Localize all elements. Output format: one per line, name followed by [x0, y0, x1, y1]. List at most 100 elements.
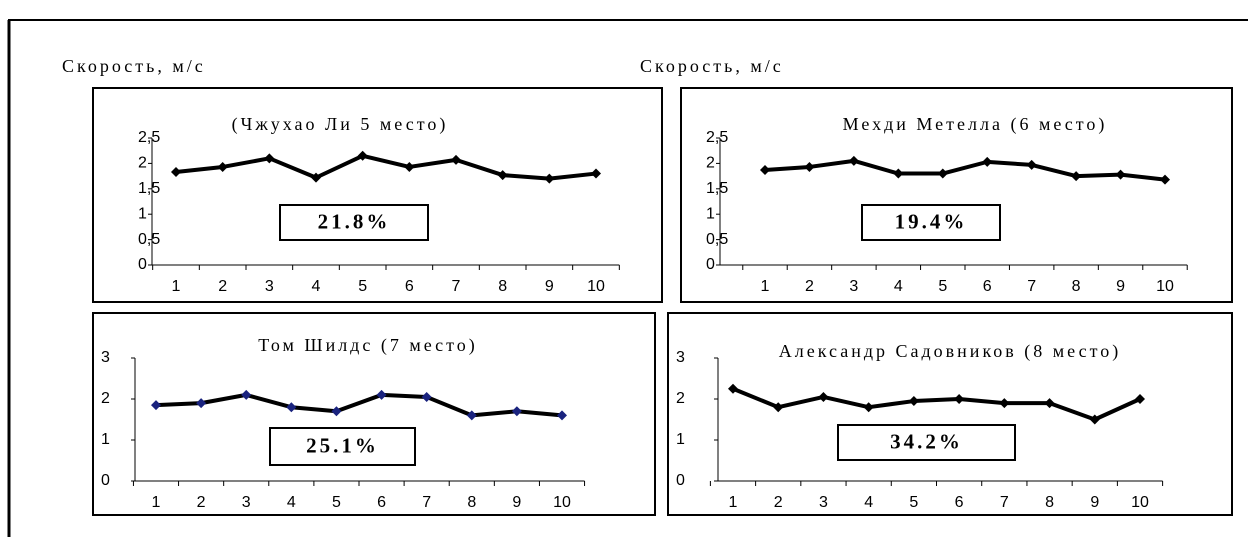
y-tick-label: 0	[101, 472, 110, 489]
x-tick-label: 8	[498, 278, 507, 295]
y-tick-label: 0	[706, 256, 715, 273]
y-tick-label: 1	[101, 431, 110, 448]
point	[908, 396, 919, 407]
annotation: 21.8%	[318, 209, 391, 233]
point	[286, 402, 297, 413]
point	[954, 394, 965, 404]
point	[863, 402, 874, 413]
point	[421, 391, 432, 402]
annotation: 25.1%	[306, 433, 379, 457]
point	[1026, 159, 1037, 170]
point	[937, 168, 948, 179]
x-tick-label: 7	[422, 494, 431, 511]
x-tick-label: 10	[1156, 278, 1174, 295]
y-tick-label: 2	[138, 155, 147, 172]
x-tick-label: 1	[172, 278, 181, 295]
series-line	[155, 392, 563, 418]
x-tick-label: 8	[1045, 494, 1054, 511]
y-tick-label: 0	[138, 256, 147, 273]
point	[451, 154, 461, 165]
point	[591, 168, 601, 179]
x-tick-label: 1	[761, 278, 770, 295]
point	[241, 389, 252, 400]
chart-frame	[680, 87, 1233, 303]
x-tick-label: 9	[1090, 494, 1099, 511]
y-tick-label: 1	[138, 205, 147, 222]
y-tick-label: 2	[706, 155, 715, 172]
x-tick-label: 3	[849, 278, 858, 295]
annotation-box	[861, 204, 1001, 241]
x-tick-label: 9	[1116, 278, 1125, 295]
y-tick-label: 1	[676, 431, 685, 448]
x-tick-label: 6	[955, 494, 964, 511]
x-tick-label: 8	[467, 494, 476, 511]
x-tick-label: 9	[545, 278, 554, 295]
y-tick-label: 3	[676, 349, 685, 366]
x-tick-label: 4	[894, 278, 903, 295]
point	[511, 406, 522, 417]
x-tick-label: 4	[287, 494, 296, 511]
point	[497, 170, 508, 181]
x-tick-label: 2	[774, 494, 783, 511]
point	[1071, 171, 1082, 182]
point	[760, 165, 770, 176]
point	[311, 172, 321, 183]
y-tick-label: 0,5	[706, 231, 728, 248]
point	[376, 389, 387, 400]
x-tick-label: 6	[377, 494, 386, 511]
y-tick-label: 1,5	[706, 180, 728, 197]
point	[999, 398, 1010, 409]
x-tick-label: 5	[909, 494, 918, 511]
annotation-box	[279, 204, 429, 241]
x-tick-label: 7	[452, 278, 461, 295]
x-tick-label: 4	[312, 278, 321, 295]
series-line	[175, 153, 597, 181]
x-tick-label: 2	[197, 494, 206, 511]
point	[1135, 394, 1145, 404]
annotation: 34.2%	[890, 429, 963, 453]
y-tick-label: 3	[101, 349, 110, 366]
point	[818, 391, 829, 402]
x-tick-label: 5	[358, 278, 367, 295]
x-tick-label: 3	[819, 494, 828, 511]
x-tick-label: 10	[587, 278, 605, 295]
chart-title: (Чжухао Ли 5 место)	[232, 114, 449, 135]
x-tick-label: 6	[983, 278, 992, 295]
point	[1089, 414, 1100, 425]
y-axis-label: Скорость, м/с	[62, 56, 206, 76]
y-tick-label: 2	[101, 390, 110, 407]
point	[804, 161, 815, 172]
y-axis-label: Скорость, м/с	[640, 56, 784, 76]
point	[773, 402, 784, 413]
x-tick-label: 1	[152, 494, 161, 511]
point	[151, 400, 161, 411]
x-tick-label: 7	[1000, 494, 1009, 511]
point	[217, 161, 228, 172]
point	[404, 161, 415, 172]
x-tick-label: 2	[218, 278, 227, 295]
point	[1160, 174, 1170, 185]
series-line	[764, 158, 1166, 182]
x-tick-label: 3	[265, 278, 274, 295]
y-tick-label: 0,5	[138, 231, 160, 248]
x-tick-label: 8	[1072, 278, 1081, 295]
annotation-box	[837, 424, 1016, 461]
annotation-box	[269, 427, 416, 466]
y-tick-label: 2,5	[706, 129, 728, 146]
x-tick-label: 2	[805, 278, 814, 295]
y-tick-label: 2,5	[138, 129, 160, 146]
chart-title: Том Шилдс (7 место)	[258, 335, 478, 356]
x-tick-label: 4	[864, 494, 873, 511]
point	[196, 398, 207, 409]
point	[1044, 398, 1055, 409]
y-tick-label: 0	[676, 472, 685, 489]
point	[848, 155, 859, 166]
point	[264, 153, 275, 164]
series-line	[732, 386, 1141, 422]
y-tick-label: 1,5	[138, 180, 160, 197]
x-tick-label: 6	[405, 278, 414, 295]
point	[171, 167, 181, 178]
x-tick-label: 5	[938, 278, 947, 295]
chart-frame	[92, 87, 663, 303]
point	[557, 410, 567, 421]
